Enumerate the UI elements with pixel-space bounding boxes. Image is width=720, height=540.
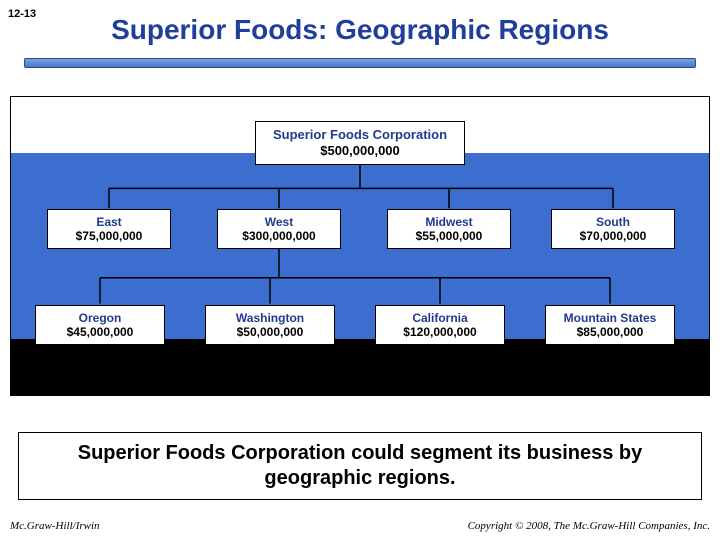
page-title: Superior Foods: Geographic Regions [0, 0, 720, 46]
node-root: Superior Foods Corporation $500,000,000 [255, 121, 465, 165]
node-value: $300,000,000 [218, 229, 340, 243]
node-root-value: $500,000,000 [256, 143, 464, 159]
node-name: South [552, 215, 674, 229]
node-value: $85,000,000 [546, 325, 674, 339]
title-rule [24, 58, 696, 68]
node-value: $45,000,000 [36, 325, 164, 339]
node-name: Oregon [36, 311, 164, 325]
node-east: East $75,000,000 [47, 209, 171, 249]
node-root-name: Superior Foods Corporation [256, 127, 464, 143]
footer-right: Copyright © 2008, The Mc.Graw-Hill Compa… [468, 520, 710, 532]
org-chart: Superior Foods Corporation $500,000,000 … [10, 96, 710, 396]
node-midwest: Midwest $55,000,000 [387, 209, 511, 249]
node-california: California $120,000,000 [375, 305, 505, 345]
node-south: South $70,000,000 [551, 209, 675, 249]
node-name: Washington [206, 311, 334, 325]
node-washington: Washington $50,000,000 [205, 305, 335, 345]
node-name: West [218, 215, 340, 229]
node-name: Midwest [388, 215, 510, 229]
node-name: Mountain States [546, 311, 674, 325]
node-oregon: Oregon $45,000,000 [35, 305, 165, 345]
node-value: $120,000,000 [376, 325, 504, 339]
node-value: $55,000,000 [388, 229, 510, 243]
node-value: $50,000,000 [206, 325, 334, 339]
node-name: East [48, 215, 170, 229]
node-name: California [376, 311, 504, 325]
caption: Superior Foods Corporation could segment… [18, 432, 702, 500]
footer-left: Mc.Graw-Hill/Irwin [10, 520, 100, 532]
chart-bg-bot [11, 339, 709, 395]
node-value: $70,000,000 [552, 229, 674, 243]
node-mountain-states: Mountain States $85,000,000 [545, 305, 675, 345]
node-west: West $300,000,000 [217, 209, 341, 249]
slide-number: 12-13 [8, 8, 36, 20]
node-value: $75,000,000 [48, 229, 170, 243]
